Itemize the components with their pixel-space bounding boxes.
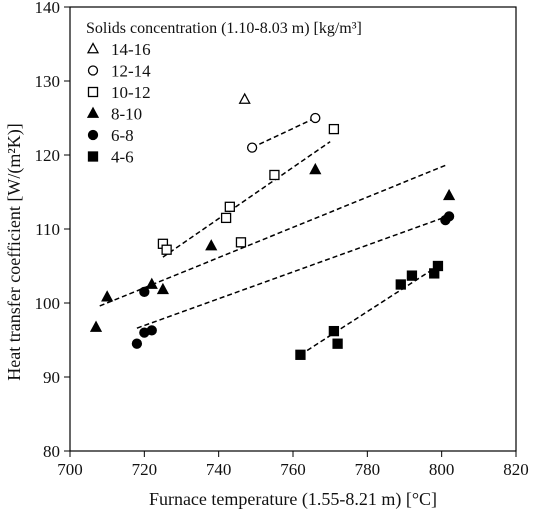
data-point <box>131 338 143 349</box>
trendlines <box>99 117 450 356</box>
data-point <box>101 290 114 302</box>
x-axis-title: Furnace temperature (1.55-8.21 m) [°C] <box>149 489 437 510</box>
trendline <box>136 214 450 329</box>
data-point <box>161 244 172 255</box>
y-tick-label: 80 <box>43 442 60 461</box>
trendline <box>300 265 439 356</box>
data-point <box>89 320 103 332</box>
data-point <box>139 286 150 298</box>
x-tick-label: 780 <box>355 460 381 479</box>
data-point <box>235 237 247 248</box>
x-tick-label: 720 <box>132 460 158 479</box>
y-tick-label: 90 <box>43 368 60 387</box>
legend-marker <box>87 129 99 141</box>
legend-marker <box>87 86 99 98</box>
y-axis-title: Heat transfer coefficient [W/(m²K)] <box>4 123 25 380</box>
data-point <box>443 211 455 222</box>
data-point <box>406 270 418 281</box>
data-point <box>269 169 280 181</box>
data-point <box>220 212 232 224</box>
legend-entry: 4-6 <box>87 148 134 167</box>
legend: Solids concentration (1.10-8.03 m) [kg/m… <box>86 20 362 167</box>
legend-label: 12-14 <box>111 62 151 81</box>
data-point <box>328 325 340 337</box>
data-point <box>145 277 158 289</box>
trendline <box>251 117 316 149</box>
y-tick-label: 120 <box>35 146 61 165</box>
legend-label: 8-10 <box>111 105 142 124</box>
x-tick-label: 740 <box>206 460 232 479</box>
legend-marker <box>87 65 99 76</box>
y-tick-label: 140 <box>35 0 61 17</box>
legend-label: 4-6 <box>111 148 134 167</box>
data-point <box>328 123 340 135</box>
y-axis: 80 90 100 110 120 130 140 <box>35 0 70 461</box>
legend-marker <box>86 42 100 54</box>
data-point <box>295 349 306 360</box>
data-point <box>309 162 322 175</box>
y-tick-label: 130 <box>35 72 61 91</box>
legend-entry: 12-14 <box>87 62 151 81</box>
trendline <box>162 141 331 258</box>
legend-title: Solids concentration (1.10-8.03 m) [kg/m… <box>86 20 362 37</box>
data-point <box>395 279 406 290</box>
x-tick-label: 700 <box>57 460 83 479</box>
data-points <box>89 92 456 360</box>
x-axis: 700 720 740 760 780 800 820 <box>57 451 529 479</box>
data-point <box>156 282 170 295</box>
legend-label: 6-8 <box>111 126 134 145</box>
data-point <box>432 260 444 272</box>
legend-entry: 14-16 <box>86 40 151 59</box>
legend-marker <box>86 106 100 118</box>
data-point <box>246 142 258 153</box>
y-tick-label: 100 <box>35 294 61 313</box>
data-point <box>238 92 251 104</box>
data-point <box>332 338 343 349</box>
data-point <box>146 325 157 336</box>
legend-entry: 8-10 <box>86 105 142 124</box>
data-point <box>205 239 218 251</box>
trendline <box>99 164 446 307</box>
data-point <box>443 188 456 201</box>
legend-entry: 6-8 <box>87 126 134 145</box>
legend-marker <box>87 151 99 162</box>
data-point <box>310 112 321 124</box>
data-point <box>224 201 235 212</box>
x-tick-label: 820 <box>503 460 529 479</box>
legend-entry: 10-12 <box>87 83 151 102</box>
y-tick-label: 110 <box>35 220 60 239</box>
legend-label: 14-16 <box>111 40 151 59</box>
legend-label: 10-12 <box>111 83 151 102</box>
x-tick-label: 760 <box>280 460 306 479</box>
x-tick-label: 800 <box>429 460 455 479</box>
